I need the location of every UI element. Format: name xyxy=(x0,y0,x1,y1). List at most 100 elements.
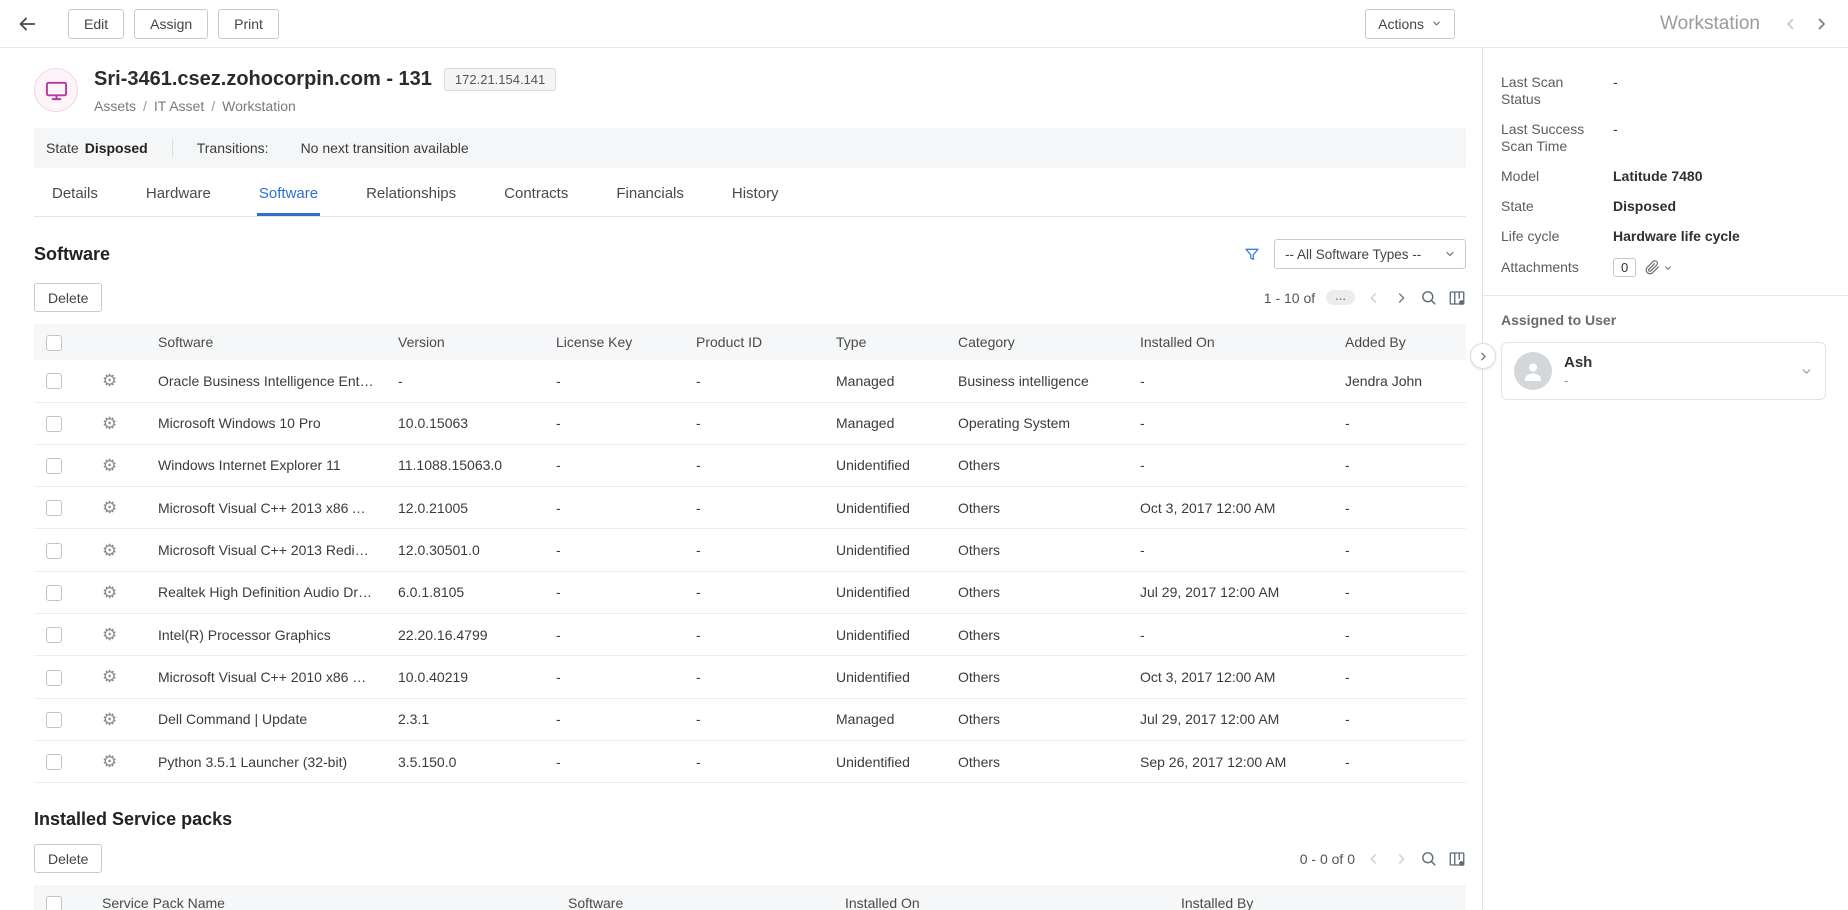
main-content: Sri-3461.csez.zohocorpin.com - 131 172.2… xyxy=(0,48,1482,910)
row-checkbox[interactable] xyxy=(46,542,62,559)
sp-search-icon[interactable] xyxy=(1420,850,1437,867)
software-table-row[interactable]: ⚙ Microsoft Visual C++ 2013 Redistri... … xyxy=(34,528,1466,572)
column-sp-installed-on[interactable]: Installed On xyxy=(833,885,1169,910)
cell-software-name[interactable]: Oracle Business Intelligence Enter... xyxy=(146,360,386,403)
cell-version: 10.0.40219 xyxy=(386,655,544,699)
user-card-chevron-icon[interactable] xyxy=(1800,365,1813,378)
row-checkbox[interactable] xyxy=(46,627,62,644)
software-table-row[interactable]: ⚙ Microsoft Visual C++ 2010 x86 Red... 1… xyxy=(34,655,1466,699)
tab-financials[interactable]: Financials xyxy=(616,185,684,202)
sp-column-chooser-icon[interactable] xyxy=(1448,850,1466,868)
cell-software-name[interactable]: Python 3.5.1 Launcher (32-bit) xyxy=(146,740,386,784)
column-chooser-icon[interactable] xyxy=(1448,289,1466,307)
sp-next-page-icon[interactable] xyxy=(1393,851,1409,867)
cell-software-name[interactable]: Microsoft Windows 10 Pro xyxy=(146,402,386,445)
panel-collapse-icon[interactable] xyxy=(1470,343,1496,369)
assign-button[interactable]: Assign xyxy=(134,8,209,39)
software-table-row[interactable]: ⚙ Microsoft Windows 10 Pro 10.0.15063 - … xyxy=(34,402,1466,445)
search-icon[interactable] xyxy=(1420,289,1437,306)
row-checkbox[interactable] xyxy=(46,458,62,475)
filter-icon[interactable] xyxy=(1244,246,1260,262)
software-table-body: ⚙ Oracle Business Intelligence Enter... … xyxy=(34,360,1466,784)
cell-software-name[interactable]: Microsoft Visual C++ 2013 x86 Add... xyxy=(146,486,386,530)
column-sp-software[interactable]: Software xyxy=(556,885,833,910)
tab-software[interactable]: Software xyxy=(256,172,321,216)
user-detail: - xyxy=(1564,373,1569,388)
row-settings-gear-icon[interactable]: ⚙ xyxy=(102,625,118,645)
software-table-row[interactable]: ⚙ Windows Internet Explorer 11 11.1088.1… xyxy=(34,444,1466,488)
breadcrumb-it-asset[interactable]: IT Asset xyxy=(153,98,205,114)
row-checkbox[interactable] xyxy=(46,373,62,390)
back-icon[interactable] xyxy=(16,9,50,39)
row-checkbox[interactable] xyxy=(46,711,62,728)
attachments-row: Attachments 0 xyxy=(1501,258,1826,277)
row-settings-gear-icon[interactable]: ⚙ xyxy=(102,540,118,560)
column-product-id[interactable]: Product ID xyxy=(684,324,824,360)
tab-details[interactable]: Details xyxy=(52,185,98,202)
sp-select-all-checkbox[interactable] xyxy=(46,895,62,910)
column-added-by[interactable]: Added By xyxy=(1333,324,1466,360)
row-settings-gear-icon[interactable]: ⚙ xyxy=(102,582,118,602)
row-checkbox[interactable] xyxy=(46,669,62,686)
row-checkbox[interactable] xyxy=(46,584,62,601)
row-settings-gear-icon[interactable]: ⚙ xyxy=(102,371,118,391)
cell-software-name[interactable]: Windows Internet Explorer 11 xyxy=(146,444,386,488)
previous-page-icon[interactable] xyxy=(1366,290,1382,306)
cell-software-name[interactable]: Microsoft Visual C++ 2010 x86 Red... xyxy=(146,655,386,699)
column-version[interactable]: Version xyxy=(386,324,544,360)
print-button[interactable]: Print xyxy=(218,8,279,39)
column-category[interactable]: Category xyxy=(946,324,1128,360)
row-settings-gear-icon[interactable]: ⚙ xyxy=(102,455,118,475)
breadcrumb-assets[interactable]: Assets xyxy=(94,98,137,114)
cell-software-name[interactable]: Realtek High Definition Audio Driver xyxy=(146,571,386,614)
software-table-row[interactable]: ⚙ Realtek High Definition Audio Driver 6… xyxy=(34,571,1466,614)
sp-delete-button[interactable]: Delete xyxy=(34,844,103,874)
cell-software-name[interactable]: Dell Command | Update xyxy=(146,698,386,741)
tab-hardware[interactable]: Hardware xyxy=(145,185,211,202)
tab-contracts[interactable]: Contracts xyxy=(504,185,569,202)
sp-previous-page-icon[interactable] xyxy=(1366,851,1382,867)
next-page-icon[interactable] xyxy=(1393,290,1409,306)
delete-button[interactable]: Delete xyxy=(34,283,103,312)
actions-button[interactable]: Actions xyxy=(1365,8,1456,39)
column-installed-on[interactable]: Installed On xyxy=(1128,324,1333,360)
row-settings-gear-icon[interactable]: ⚙ xyxy=(102,752,118,772)
row-settings-gear-icon[interactable]: ⚙ xyxy=(102,667,118,687)
column-software[interactable]: Software xyxy=(146,324,386,360)
next-record-icon[interactable] xyxy=(1812,15,1830,33)
software-table-row[interactable]: ⚙ Microsoft Visual C++ 2013 x86 Add... 1… xyxy=(34,486,1466,530)
breadcrumb-workstation[interactable]: Workstation xyxy=(222,98,296,114)
select-all-checkbox[interactable] xyxy=(46,334,62,351)
cell-installed-on: Oct 3, 2017 12:00 AM xyxy=(1128,655,1333,699)
row-checkbox[interactable] xyxy=(46,415,62,432)
cell-software-name[interactable]: Microsoft Visual C++ 2013 Redistri... xyxy=(146,528,386,572)
assigned-user-card[interactable]: Ash - xyxy=(1501,342,1826,400)
pagination-count-button[interactable]: ... xyxy=(1326,289,1355,305)
cell-installed-on: Oct 3, 2017 12:00 AM xyxy=(1128,486,1333,530)
software-table-row[interactable]: ⚙ Oracle Business Intelligence Enter... … xyxy=(34,360,1466,403)
column-service-pack-name[interactable]: Service Pack Name xyxy=(90,885,556,910)
software-table-row[interactable]: ⚙ Dell Command | Update 2.3.1 - - Manage… xyxy=(34,698,1466,741)
software-table-row[interactable]: ⚙ Python 3.5.1 Launcher (32-bit) 3.5.150… xyxy=(34,740,1466,784)
tab-relationships[interactable]: Relationships xyxy=(366,185,457,202)
divider xyxy=(1483,295,1848,296)
attachments-menu[interactable] xyxy=(1645,260,1673,275)
transitions-label: Transitions: xyxy=(196,140,269,156)
cell-version: - xyxy=(386,360,544,403)
row-settings-gear-icon[interactable]: ⚙ xyxy=(102,413,118,433)
column-sp-installed-by[interactable]: Installed By xyxy=(1169,885,1466,910)
column-license-key[interactable]: License Key xyxy=(544,324,684,360)
column-type[interactable]: Type xyxy=(824,324,946,360)
edit-button[interactable]: Edit xyxy=(68,8,125,39)
cell-product-id: - xyxy=(684,486,824,530)
row-checkbox[interactable] xyxy=(46,500,62,517)
row-checkbox[interactable] xyxy=(46,754,62,771)
tab-history[interactable]: History xyxy=(731,185,779,202)
row-settings-gear-icon[interactable]: ⚙ xyxy=(102,709,118,729)
software-table-row[interactable]: ⚙ Intel(R) Processor Graphics 22.20.16.4… xyxy=(34,613,1466,657)
previous-record-icon[interactable] xyxy=(1782,15,1800,33)
software-type-dropdown[interactable]: -- All Software Types -- xyxy=(1274,239,1466,269)
row-settings-gear-icon[interactable]: ⚙ xyxy=(102,498,118,518)
cell-software-name[interactable]: Intel(R) Processor Graphics xyxy=(146,613,386,657)
